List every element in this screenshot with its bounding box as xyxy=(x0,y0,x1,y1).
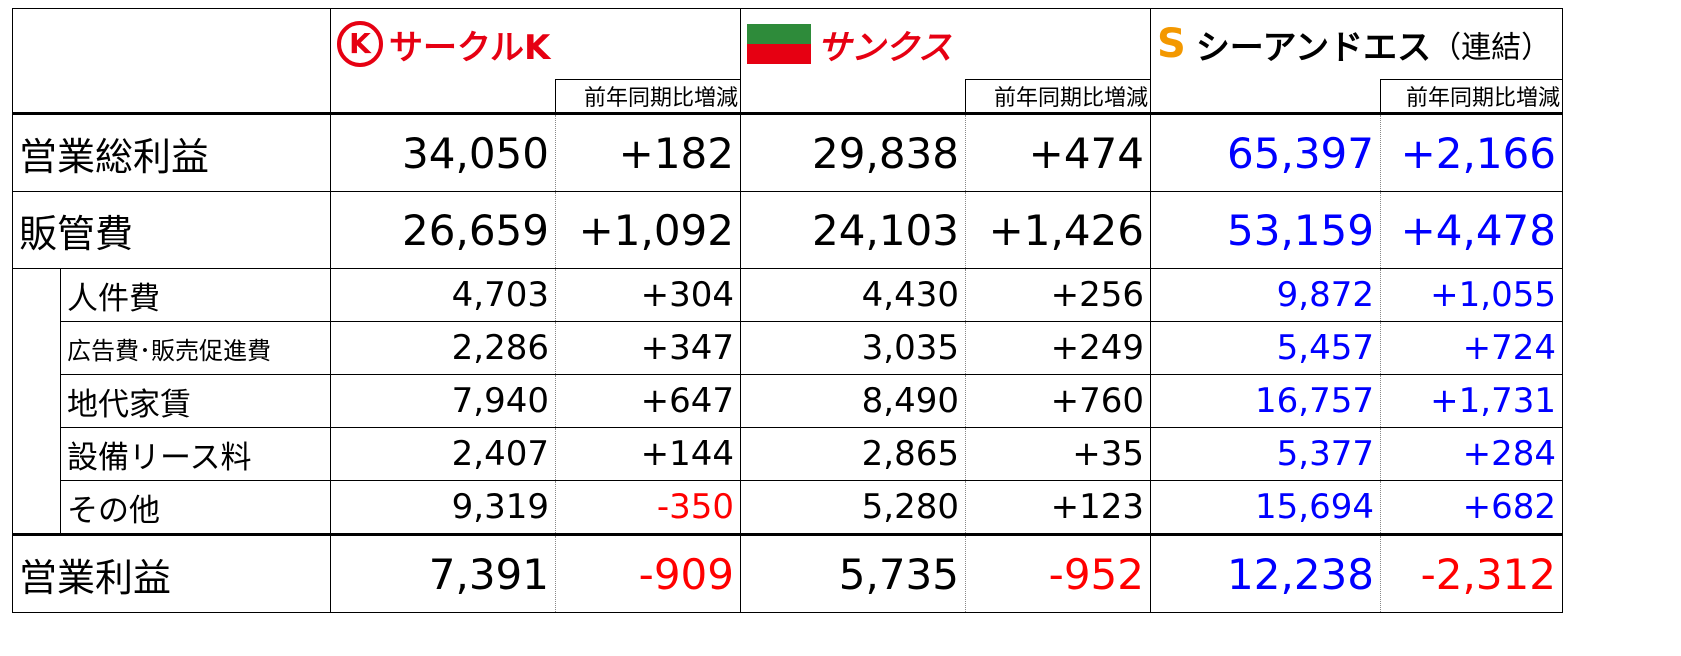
diff-cell: +256 xyxy=(965,268,1151,322)
brand-name: サンクス xyxy=(817,27,952,68)
blank-cell xyxy=(740,79,966,114)
blank-cell xyxy=(1150,79,1381,114)
row-label: 地代家賃 xyxy=(60,374,331,428)
diff-cell: +284 xyxy=(1380,427,1563,481)
diff-cell: +1,092 xyxy=(555,191,741,269)
diff-cell: +1,426 xyxy=(965,191,1151,269)
value-cell: 3,035 xyxy=(740,321,966,375)
diff-cell: +724 xyxy=(1380,321,1563,375)
diff-cell: +647 xyxy=(555,374,741,428)
row-label: 販管費 xyxy=(12,191,331,269)
corner-cell xyxy=(12,8,331,114)
diff-cell: +1,731 xyxy=(1380,374,1563,428)
header-row: K サークルK サンクス S シーアンドエス（連結） xyxy=(12,8,1563,114)
breakdown-row: 地代家賃 7,940 +647 8,490 +760 16,757 +1,731 xyxy=(13,374,1563,428)
diff-cell: +144 xyxy=(555,427,741,481)
value-cell: 5,457 xyxy=(1150,321,1381,375)
diff-cell: +249 xyxy=(965,321,1151,375)
breakdown-row: その他 9,319 -350 5,280 +123 15,694 +682 xyxy=(13,480,1563,535)
diff-cell: -2,312 xyxy=(1380,534,1563,613)
value-cell: 65,397 xyxy=(1150,113,1381,192)
diff-cell: +347 xyxy=(555,321,741,375)
breakdown-row: 設備リース料 2,407 +144 2,865 +35 5,377 +284 xyxy=(13,427,1563,481)
brand-cell: サンクス xyxy=(740,8,1151,80)
value-cell: 2,286 xyxy=(330,321,556,375)
value-cell: 8,490 xyxy=(740,374,966,428)
diff-cell: +35 xyxy=(965,427,1151,481)
diff-cell: +474 xyxy=(965,113,1151,192)
diff-cell: +682 xyxy=(1380,480,1563,535)
value-cell: 24,103 xyxy=(740,191,966,269)
diff-header: 前年同期比増減 xyxy=(1380,79,1563,114)
value-cell: 2,865 xyxy=(740,427,966,481)
table-wrap: K サークルK サンクス S シーアンドエス（連結） 前年同期比増減 前年同期比増減 前年同期… xyxy=(12,8,1563,613)
value-cell: 26,659 xyxy=(330,191,556,269)
value-cell: 34,050 xyxy=(330,113,556,192)
brand-cell: K サークルK xyxy=(330,8,741,80)
diff-cell: +4,478 xyxy=(1380,191,1563,269)
value-cell: 4,703 xyxy=(330,268,556,322)
brand-name: シーアンドエス xyxy=(1195,27,1432,68)
diff-header: 前年同期比増減 xyxy=(555,79,741,114)
diff-cell: +2,166 xyxy=(1380,113,1563,192)
brand-cell: S シーアンドエス（連結） xyxy=(1150,8,1563,80)
row-label: 営業総利益 xyxy=(12,113,331,192)
diff-header: 前年同期比増減 xyxy=(965,79,1151,114)
value-cell: 7,391 xyxy=(330,534,556,613)
value-cell: 29,838 xyxy=(740,113,966,192)
brand-logo xyxy=(747,24,811,64)
value-cell: 9,872 xyxy=(1150,268,1381,322)
data-row: 営業利益 7,391 -909 5,735 -952 12,238 -2,312 xyxy=(12,534,1563,613)
brand-name: サークルK xyxy=(389,27,551,68)
value-cell: 15,694 xyxy=(1150,480,1381,535)
data-row: 営業総利益 34,050 +182 29,838 +474 65,397 +2,166 xyxy=(12,113,1563,192)
blank-cell xyxy=(330,79,556,114)
diff-cell: +182 xyxy=(555,113,741,192)
value-cell: 5,280 xyxy=(740,480,966,535)
value-cell: 2,407 xyxy=(330,427,556,481)
value-cell: 7,940 xyxy=(330,374,556,428)
breakdown-row: 広告費･販売促進費 2,286 +347 3,035 +249 5,457 +724 xyxy=(13,321,1563,375)
value-cell: 9,319 xyxy=(330,480,556,535)
row-label: 人件費 xyxy=(60,268,331,322)
indent-cell xyxy=(12,268,61,535)
value-cell: 4,430 xyxy=(740,268,966,322)
diff-cell: +123 xyxy=(965,480,1151,535)
value-cell: 53,159 xyxy=(1150,191,1381,269)
value-cell: 5,735 xyxy=(740,534,966,613)
comparison-table: K サークルK サンクス S シーアンドエス（連結） 前年同期比増減 前年同期比増減 前年同期… xyxy=(12,8,1563,613)
row-label: その他 xyxy=(60,480,331,535)
row-label: 営業利益 xyxy=(12,534,331,613)
diff-cell: +304 xyxy=(555,268,741,322)
brand-note: （連結） xyxy=(1431,30,1552,65)
row-label: 広告費･販売促進費 xyxy=(60,321,331,375)
breakdown-row: 人件費 4,703 +304 4,430 +256 9,872 +1,055 xyxy=(12,268,1563,535)
diff-cell: +1,055 xyxy=(1380,268,1563,322)
diff-cell: -909 xyxy=(555,534,741,613)
data-row: 販管費 26,659 +1,092 24,103 +1,426 53,159 +4,478 xyxy=(12,191,1563,269)
value-cell: 12,238 xyxy=(1150,534,1381,613)
brand-logo: K xyxy=(337,21,383,67)
diff-cell: -952 xyxy=(965,534,1151,613)
row-label: 設備リース料 xyxy=(60,427,331,481)
value-cell: 16,757 xyxy=(1150,374,1381,428)
diff-cell: +760 xyxy=(965,374,1151,428)
value-cell: 5,377 xyxy=(1150,427,1381,481)
diff-cell: -350 xyxy=(555,480,741,535)
brand-logo: S xyxy=(1157,21,1186,67)
